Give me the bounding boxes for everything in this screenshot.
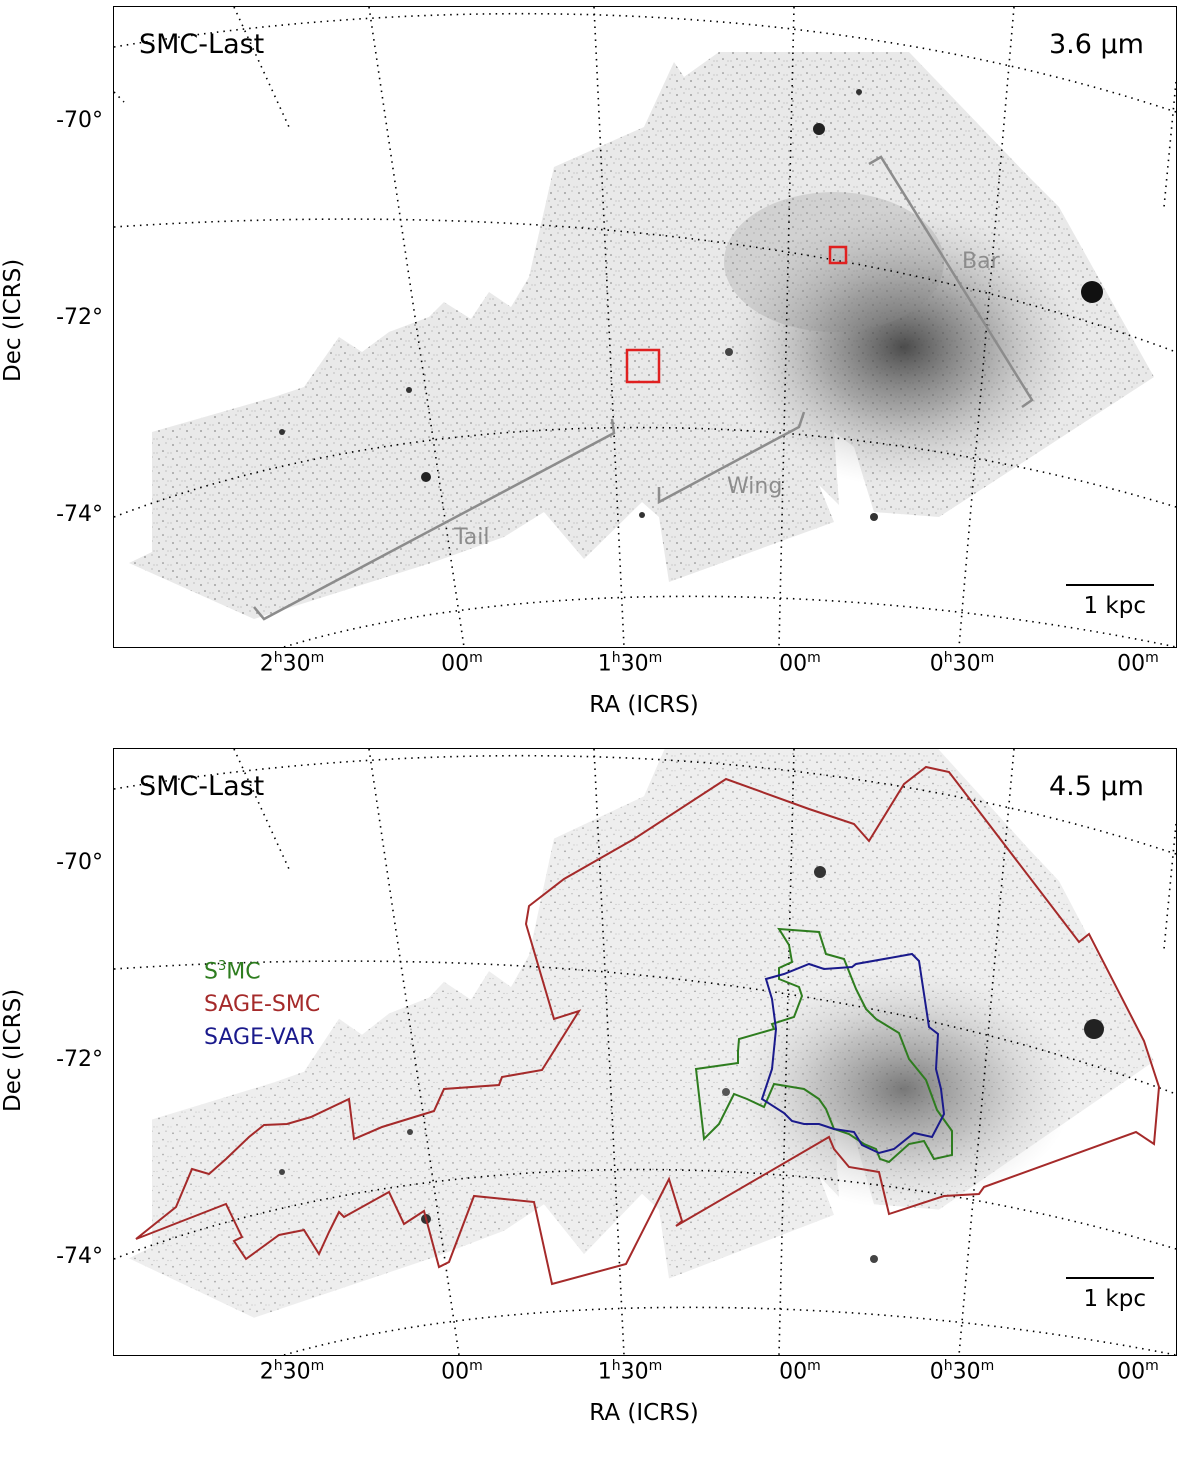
sage-smc-footprint — [135, 765, 1161, 1286]
bright-star — [1081, 281, 1103, 303]
region-label-bar: Bar — [962, 249, 1000, 274]
x-tick-bottom-3: 1h30m — [597, 1358, 663, 1385]
bright-star — [406, 387, 412, 393]
x-tick-top-2: 00m — [441, 650, 483, 677]
region-markers — [253, 155, 1034, 621]
bright-star — [407, 1129, 413, 1135]
legend-s3mc: S3MC — [204, 959, 261, 985]
bright-star — [813, 123, 825, 135]
x-axis-label-top: RA (ICRS) — [589, 692, 699, 718]
bright-star — [814, 866, 826, 878]
tail-marker — [253, 418, 616, 621]
scale-bar — [1066, 1277, 1154, 1279]
region-label-tail: Tail — [454, 525, 490, 550]
highlight-box-large — [625, 348, 661, 384]
region-label-wing: Wing — [727, 474, 783, 499]
x-tick-bottom-6: 00m — [1117, 1358, 1159, 1385]
x-tick-bottom-5: 0h30m — [929, 1358, 995, 1385]
bright-star — [725, 348, 733, 356]
scale-bar — [1066, 584, 1154, 586]
panel-band: 4.5 µm — [1048, 771, 1144, 802]
scale-bar-label: 1 kpc — [1083, 593, 1146, 619]
highlight-box-small — [828, 245, 848, 265]
bright-star — [870, 513, 878, 521]
x-tick-top-3: 1h30m — [597, 650, 663, 677]
x-tick-top-1: 2h30m — [259, 650, 325, 677]
bright-star — [870, 1255, 878, 1263]
x-tick-top-5: 0h30m — [929, 650, 995, 677]
sky-map-panel-4-5um: SMC-Last 4.5 µm S3MC SAGE-SMC SAGE-VAR 1… — [113, 748, 1177, 1356]
sky-map-3-6um — [114, 7, 1176, 647]
y-tick-bottom-3: -74° — [56, 1244, 103, 1269]
y-tick-top-1: -70° — [56, 108, 103, 133]
y-tick-bottom-2: -72° — [56, 1047, 103, 1072]
wing-marker — [657, 411, 806, 505]
sky-map-panel-3-6um: SMC-Last 3.6 µm Bar Wing Tail 1 kpc — [113, 6, 1177, 648]
bright-star — [279, 1169, 285, 1175]
x-tick-top-6: 00m — [1117, 650, 1159, 677]
y-tick-top-2: -72° — [56, 305, 103, 330]
panel-title: SMC-Last — [139, 29, 265, 60]
scale-bar-label: 1 kpc — [1083, 1286, 1146, 1312]
bright-star — [722, 1088, 730, 1096]
bar-marker — [868, 155, 1034, 409]
sky-map-4-5um — [114, 749, 1176, 1355]
s3mc-footprint — [694, 927, 953, 1164]
x-tick-bottom-4: 00m — [779, 1358, 821, 1385]
coordinate-grid — [114, 749, 1176, 1355]
bright-star — [421, 472, 431, 482]
bright-star — [279, 429, 285, 435]
panel-band: 3.6 µm — [1048, 29, 1144, 60]
x-axis-label-bottom: RA (ICRS) — [589, 1400, 699, 1426]
x-tick-bottom-1: 2h30m — [259, 1358, 325, 1385]
bright-star — [639, 512, 645, 518]
y-tick-bottom-1: -70° — [56, 850, 103, 875]
x-tick-bottom-2: 00m — [441, 1358, 483, 1385]
y-tick-top-3: -74° — [56, 502, 103, 527]
legend-sage-var: SAGE-VAR — [204, 1025, 315, 1050]
x-tick-top-4: 00m — [779, 650, 821, 677]
bright-star — [1084, 1019, 1104, 1039]
legend-sage-smc: SAGE-SMC — [204, 992, 321, 1017]
bright-star — [856, 89, 862, 95]
panel-title: SMC-Last — [139, 771, 265, 802]
coordinate-grid — [114, 7, 1176, 647]
sage-var-footprint — [760, 952, 946, 1155]
